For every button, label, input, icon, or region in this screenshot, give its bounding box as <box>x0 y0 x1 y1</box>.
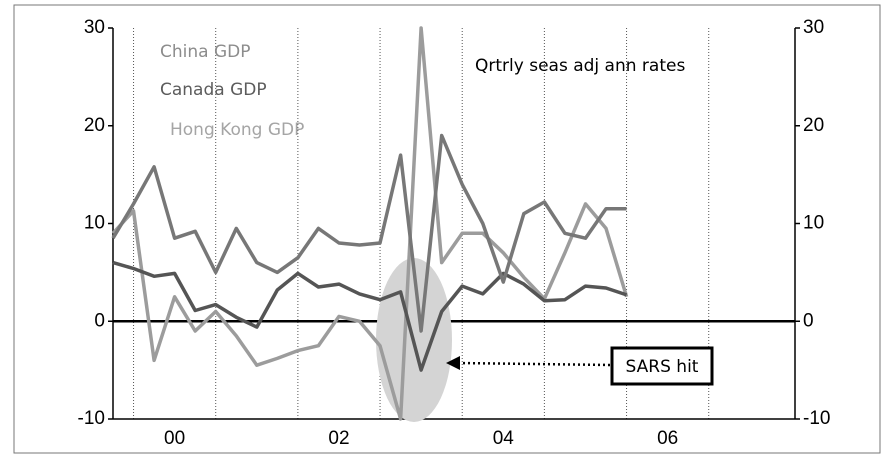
lines <box>111 26 629 421</box>
x-tick-label: 04 <box>493 428 515 449</box>
x-tick-label: 06 <box>657 428 678 449</box>
series-line <box>112 260 628 372</box>
y-tick-label: 10 <box>84 213 105 234</box>
y2-tick-label: 30 <box>803 17 824 38</box>
y-tick-label: 30 <box>84 17 105 38</box>
x-tick-label: 00 <box>164 428 185 449</box>
legend-label: Hong Kong GDP <box>170 120 304 140</box>
y2-tick-label: 10 <box>803 213 824 234</box>
y-tick-label: -10 <box>78 408 105 429</box>
callout: SARS hit <box>626 357 699 377</box>
x-tick-label: 02 <box>328 428 349 449</box>
legend-label: Canada GDP <box>160 80 267 100</box>
y2-tick-label: 0 <box>803 310 814 331</box>
series-line <box>111 26 629 421</box>
callout-box <box>610 346 714 386</box>
y2-tick-label: -10 <box>803 408 830 429</box>
y2-tick-label: 20 <box>803 115 824 136</box>
labels: -10 0 10 20 30 -10 0 10 20 30 00 02 04 06 China GDP Can… <box>78 17 831 449</box>
frame <box>13 4 881 454</box>
y-tick-label: 20 <box>84 115 105 136</box>
series-line <box>111 133 627 333</box>
arrow-head <box>446 356 460 370</box>
grid <box>108 27 800 420</box>
annotation: Qrtrly seas adj ann rates <box>475 56 685 76</box>
legend-label: China GDP <box>160 42 250 62</box>
arrow <box>457 361 611 367</box>
y-tick-label: 0 <box>94 310 105 331</box>
